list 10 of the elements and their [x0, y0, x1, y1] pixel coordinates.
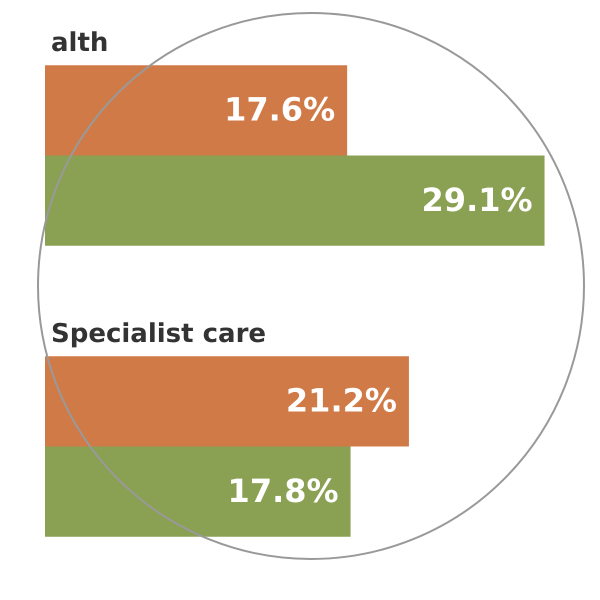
bar — [45, 356, 409, 446]
data-label: 17.8% — [228, 472, 339, 510]
y-tick-label: alth — [51, 28, 108, 58]
y-tick-label: Specialist care — [51, 319, 266, 350]
data-label: 29.1% — [422, 180, 533, 219]
bar — [45, 156, 545, 246]
bar — [45, 446, 351, 537]
data-label: 17.6% — [224, 90, 336, 129]
bar — [45, 65, 348, 156]
data-label: 21.2% — [286, 382, 397, 420]
